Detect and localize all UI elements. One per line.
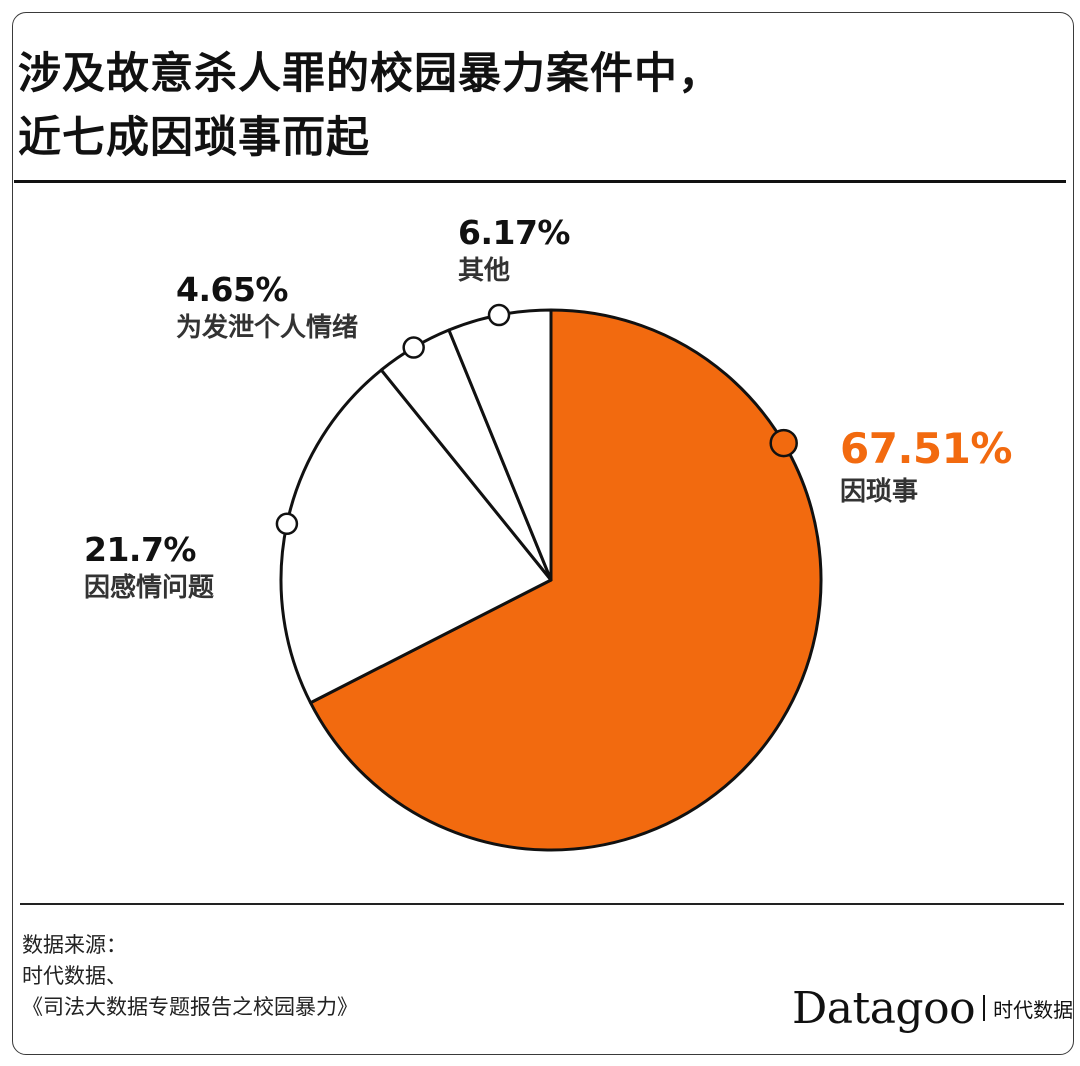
slice-2-value-label: 4.65%: [176, 270, 289, 309]
label-slice-0: 67.51% 因琐事: [840, 424, 1012, 510]
slice-marker-0: [769, 428, 798, 458]
brand-name: Datagoo: [792, 982, 976, 1034]
pie-slice-0: [309, 308, 823, 852]
slice-1-name-label: 因感情问题: [84, 573, 215, 603]
brand-sub: 时代数据: [993, 997, 1074, 1022]
slice-marker-2: [402, 336, 425, 359]
slice-2-name-label: 为发泄个人情绪: [176, 313, 359, 343]
data-source: 数据来源： 时代数据、 《司法大数据专题报告之校园暴力》: [22, 930, 358, 1023]
chart-title: 涉及故意杀人罪的校园暴力案件中， 近七成因琐事而起: [18, 42, 918, 170]
label-slice-2: 4.65% 为发泄个人情绪: [176, 270, 358, 346]
slice-marker-3: [487, 303, 511, 327]
pie-slices: [279, 308, 823, 852]
slice-0-name-label: 因琐事: [840, 477, 919, 507]
slice-0-value-label: 67.51%: [840, 424, 1012, 473]
title-line-1: 涉及故意杀人罪的校园暴力案件中，: [18, 49, 722, 99]
source-line-1: 数据来源：: [22, 933, 127, 957]
source-line-3: 《司法大数据专题报告之校园暴力》: [22, 995, 358, 1019]
slice-3-value-label: 6.17%: [458, 213, 571, 252]
brand-separator: [983, 995, 986, 1021]
pie-markers: [275, 303, 798, 536]
title-line-2: 近七成因琐事而起: [18, 113, 370, 163]
brand-logo: Datagoo 时代数据: [792, 978, 1073, 1038]
slice-1-value-label: 21.7%: [84, 530, 197, 569]
footer-divider: [20, 903, 1064, 905]
slice-marker-1: [275, 512, 299, 536]
label-slice-1: 21.7% 因感情问题: [84, 530, 214, 606]
label-slice-3: 6.17% 其他: [458, 213, 571, 289]
title-divider: [14, 180, 1066, 183]
source-line-2: 时代数据、: [22, 964, 127, 988]
slice-3-name-label: 其他: [458, 256, 511, 286]
